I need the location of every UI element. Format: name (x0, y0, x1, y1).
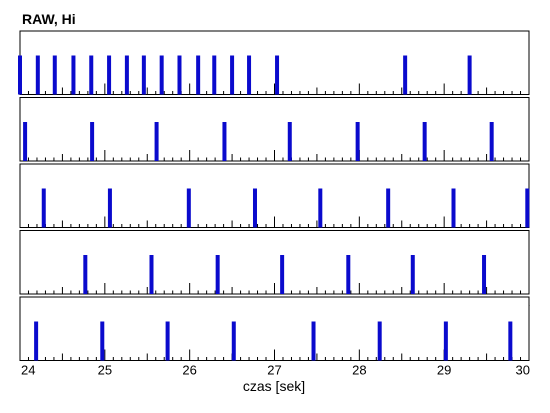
event-bar (212, 55, 217, 95)
x-axis-label: czas [sek] (243, 378, 305, 394)
event-bar (346, 255, 351, 294)
event-bar (508, 321, 513, 361)
event-bar (482, 255, 487, 294)
event-bar (159, 55, 164, 95)
event-bar (23, 122, 28, 161)
event-bar (311, 321, 316, 361)
event-bar (107, 55, 112, 95)
event-bar (422, 122, 427, 161)
event-bar (525, 188, 530, 228)
event-bar (83, 255, 88, 294)
event-bar (467, 55, 472, 95)
event-bar (141, 55, 146, 95)
event-bar (230, 55, 235, 95)
event-bar (377, 321, 382, 361)
event-bar (165, 321, 170, 361)
x-tick-label: 24 (21, 363, 35, 378)
event-bar (107, 188, 112, 228)
x-tick-label: 28 (352, 363, 366, 378)
panel-5: 24 25 26 27 28 29 30 (19, 296, 530, 378)
event-bar (451, 188, 456, 228)
event-bar (71, 55, 76, 95)
event-bar (215, 255, 220, 294)
event-bar (186, 188, 191, 228)
event-bar (318, 188, 323, 228)
chart-panels: 0123456678910111212131415161718181920212… (18, 30, 530, 378)
event-bar (231, 321, 236, 361)
event-bar (252, 188, 257, 228)
event-bar (355, 122, 360, 161)
event-bar (149, 255, 154, 294)
event-bar (154, 122, 159, 161)
event-bar (410, 255, 415, 294)
x-tick-label: 29 (437, 363, 451, 378)
x-tick-label: 25 (98, 363, 112, 378)
event-bar (89, 55, 94, 95)
panel-1: 0123456 (18, 30, 530, 112)
event-bar (280, 255, 285, 294)
event-bar (443, 321, 448, 361)
event-bar (124, 55, 129, 95)
x-tick-label: 26 (182, 363, 196, 378)
event-bar (247, 55, 252, 95)
x-tick-label: 27 (267, 363, 281, 378)
chart-title: RAW, Hi (22, 11, 76, 27)
event-bar (275, 55, 280, 95)
x-tick-label: 30 (516, 363, 530, 378)
event-bar (34, 321, 39, 361)
event-bar (35, 55, 40, 95)
event-bar (222, 122, 227, 161)
event-bar (52, 55, 57, 95)
event-bar (489, 122, 494, 161)
event-bar (90, 122, 95, 161)
event-bar (100, 321, 105, 361)
event-bar (177, 55, 182, 95)
panel-4: 18192021222324 (19, 230, 530, 311)
event-bar (386, 188, 391, 228)
event-bar (41, 188, 46, 228)
event-bar (287, 122, 292, 161)
event-bar (18, 55, 22, 95)
event-bar (196, 55, 201, 95)
event-bar (403, 55, 408, 95)
